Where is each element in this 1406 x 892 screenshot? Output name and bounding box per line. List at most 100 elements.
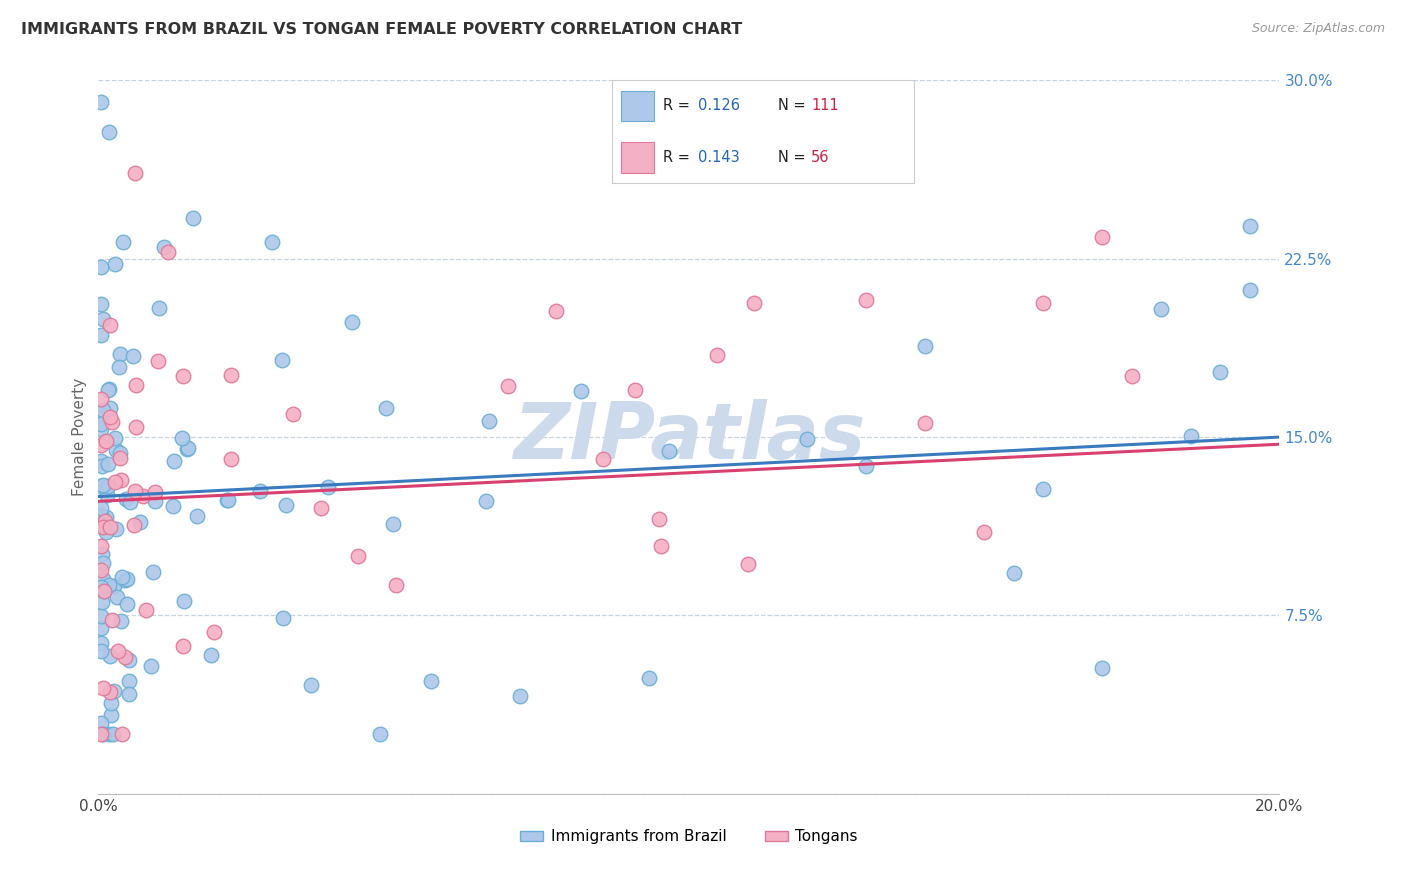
Point	[122, 518, 145, 533]
Point	[118, 653, 141, 667]
Point	[98, 410, 121, 425]
Point	[1091, 661, 1114, 675]
Point	[855, 293, 877, 307]
Point	[101, 613, 124, 627]
Point	[316, 480, 339, 494]
Point	[143, 494, 166, 508]
Point	[274, 498, 297, 512]
Point	[120, 494, 142, 508]
Point	[141, 659, 163, 673]
Point	[90, 563, 112, 577]
Text: ZIPatlas: ZIPatlas	[513, 399, 865, 475]
Point	[91, 458, 114, 473]
Text: 0.143: 0.143	[697, 150, 740, 165]
Point	[340, 315, 363, 329]
Point	[202, 625, 225, 640]
Point	[125, 420, 148, 434]
Point	[91, 573, 114, 587]
Point	[855, 459, 877, 474]
Point	[104, 443, 127, 458]
Point	[91, 402, 114, 417]
Point	[97, 479, 120, 493]
Point	[914, 416, 936, 430]
Point	[90, 327, 112, 342]
Point	[1091, 229, 1114, 244]
Point	[125, 377, 148, 392]
Point	[97, 458, 120, 472]
Point	[107, 643, 129, 657]
Point	[509, 689, 531, 703]
Point	[97, 125, 120, 139]
Point	[98, 727, 121, 741]
Point	[496, 378, 519, 392]
Point	[110, 614, 132, 628]
Point	[101, 416, 124, 430]
Point	[90, 608, 112, 623]
Point	[90, 297, 112, 311]
Point	[91, 727, 114, 741]
Point	[1239, 283, 1261, 297]
Bar	[620, 142, 654, 173]
Point	[114, 650, 136, 665]
Point	[124, 166, 146, 180]
Point	[98, 648, 121, 663]
Point	[90, 500, 112, 515]
Point	[1150, 301, 1173, 316]
Point	[650, 539, 672, 553]
Point	[128, 515, 150, 529]
Text: Source: ZipAtlas.com: Source: ZipAtlas.com	[1251, 22, 1385, 36]
Point	[108, 347, 131, 361]
Point	[111, 570, 134, 584]
Point	[309, 501, 332, 516]
Point	[96, 488, 118, 502]
Point	[132, 489, 155, 503]
Point	[271, 611, 294, 625]
Point	[90, 417, 112, 432]
Point	[94, 514, 117, 528]
Point	[217, 492, 239, 507]
Point	[148, 353, 170, 368]
Point	[91, 520, 114, 534]
Point	[249, 483, 271, 498]
Point	[90, 539, 112, 553]
Point	[90, 644, 112, 658]
Point	[221, 368, 243, 382]
Point	[186, 508, 208, 523]
Point	[90, 95, 112, 109]
Text: N =: N =	[778, 150, 810, 165]
Point	[118, 673, 141, 688]
Point	[172, 368, 194, 383]
Point	[98, 685, 121, 699]
Point	[108, 446, 131, 460]
Point	[157, 245, 180, 260]
Point	[90, 421, 112, 435]
Point	[103, 257, 125, 271]
Text: 111: 111	[811, 98, 839, 113]
Point	[104, 475, 127, 489]
Point	[142, 565, 165, 579]
Point	[624, 383, 647, 397]
Text: N =: N =	[778, 98, 810, 113]
Point	[1002, 566, 1025, 580]
Point	[117, 572, 139, 586]
Point	[100, 696, 122, 710]
Point	[162, 500, 184, 514]
Point	[260, 235, 283, 250]
Point	[796, 432, 818, 446]
Point	[114, 573, 136, 587]
Point	[658, 444, 681, 458]
Point	[90, 517, 112, 532]
Point	[91, 312, 114, 326]
Bar	[620, 91, 654, 121]
Point	[176, 442, 198, 457]
Point	[170, 432, 193, 446]
Point	[176, 441, 198, 455]
Point	[569, 384, 592, 399]
Point	[973, 524, 995, 539]
Point	[105, 591, 128, 605]
Point	[385, 578, 408, 592]
Point	[90, 479, 112, 493]
Point	[153, 240, 176, 254]
Point	[419, 674, 441, 689]
Point	[90, 438, 112, 452]
